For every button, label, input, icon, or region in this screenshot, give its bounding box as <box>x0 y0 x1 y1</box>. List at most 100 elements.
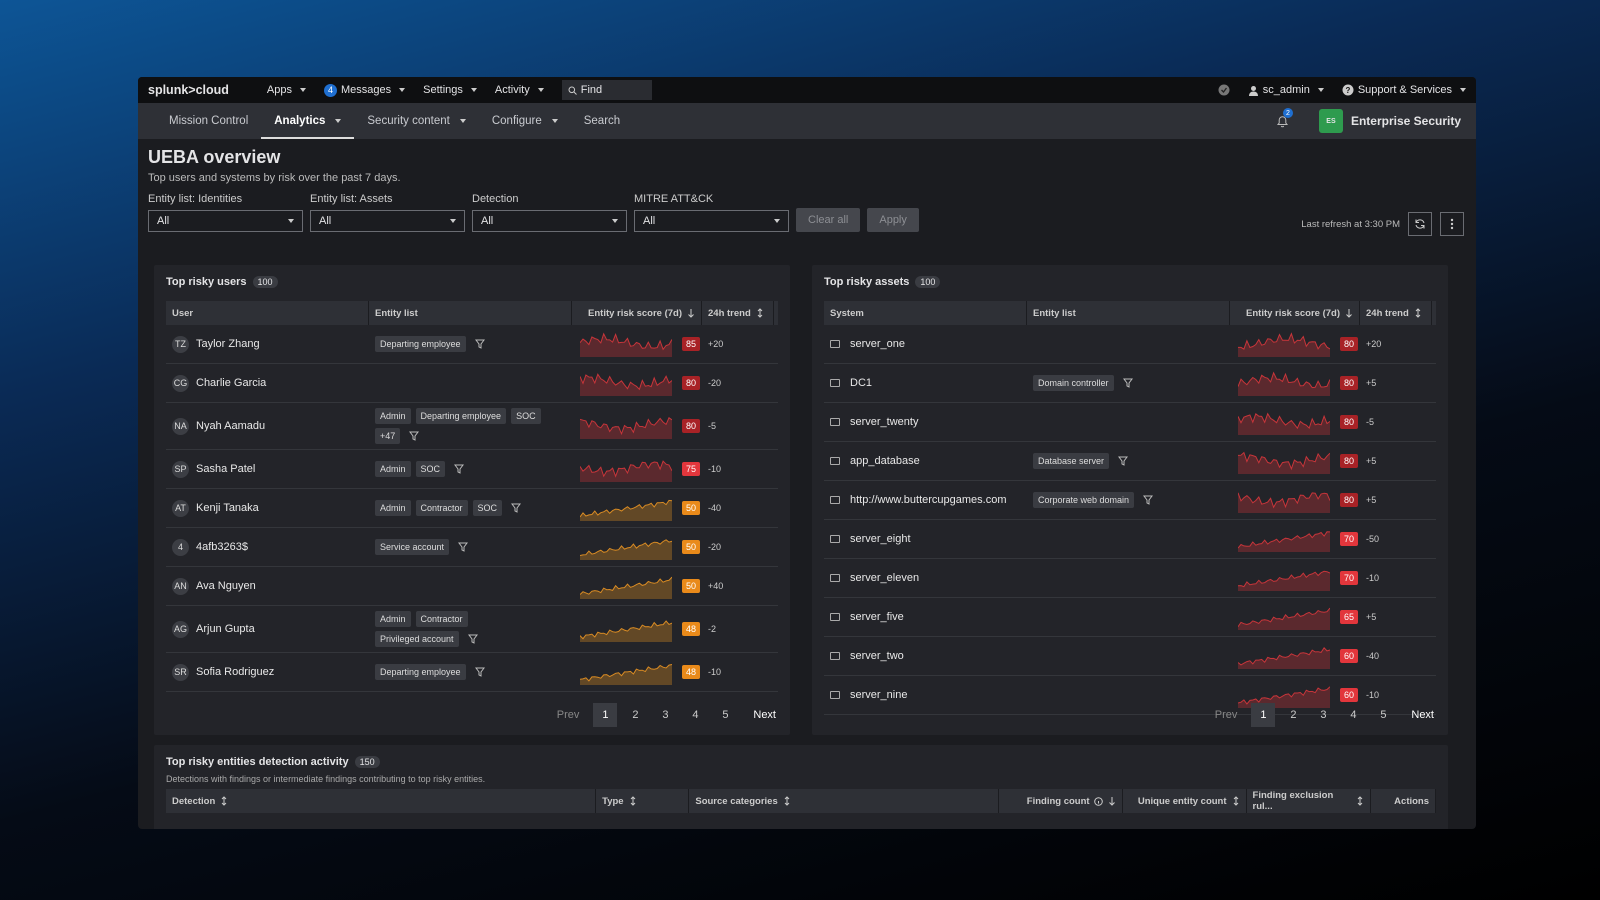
table-row[interactable]: AT Kenji Tanaka Admin Contractor SOC 50 -40 <box>166 489 778 528</box>
column-label: 24h trend <box>1366 307 1409 319</box>
nav-item[interactable]: Analytics <box>261 103 354 139</box>
menu[interactable]: Apps <box>267 84 306 96</box>
sort-icon <box>1415 308 1421 318</box>
table-row[interactable]: SR Sofia Rodriguez Departing employee 48 -10 <box>166 653 778 692</box>
caret <box>459 119 466 123</box>
pagination: Prev 1 2 3 4 5 Next <box>557 703 776 727</box>
column-header[interactable]: Finding count <box>999 789 1123 813</box>
cell: Departing employee <box>369 653 572 691</box>
page[interactable]: 3 <box>662 709 669 721</box>
nav-label: Security content <box>367 115 450 127</box>
column-header[interactable]: Finding exclusion rul... <box>1247 789 1371 813</box>
table-row[interactable]: server_eight 70 -50 <box>824 520 1436 559</box>
filter-icon <box>467 634 478 644</box>
table-row[interactable]: TZ Taylor Zhang Departing employee 85 +20 <box>166 325 778 364</box>
table-row[interactable]: server_twenty 80 -5 <box>824 403 1436 442</box>
tag: SOC <box>472 500 503 516</box>
column-header[interactable]: Unique entity count <box>1123 789 1247 813</box>
table-row[interactable]: AG Arjun Gupta Admin Contractor Privileged a… <box>166 606 778 653</box>
filter-select[interactable]: All <box>310 210 465 232</box>
notifications[interactable]: 2 <box>1276 108 1293 128</box>
avatar: AG <box>172 620 189 638</box>
table-row[interactable]: server_two 60 -40 <box>824 637 1436 676</box>
sort-icon <box>1108 797 1115 806</box>
table-row[interactable]: server_five 65 +5 <box>824 598 1436 637</box>
table-header: User Entity list Entity risk score (7d) 24h… <box>166 301 778 325</box>
caret <box>470 88 477 92</box>
system-icon <box>830 535 840 543</box>
avatar: AT <box>172 499 189 517</box>
page[interactable]: 1 <box>593 703 618 727</box>
page[interactable]: 4 <box>692 709 699 721</box>
column-header[interactable]: Entity risk score (7d) <box>1230 301 1360 325</box>
prev[interactable]: Prev <box>556 709 580 721</box>
support-menu[interactable]: ? Support & Services <box>1342 84 1466 96</box>
system-name: http://www.buttercupgames.com <box>850 494 1007 506</box>
page[interactable]: 4 <box>1350 709 1357 721</box>
table-row[interactable]: server_one 80 +20 <box>824 325 1436 364</box>
avatar: TZ <box>172 335 189 353</box>
table-row[interactable]: app_database Database server 80 +5 <box>824 442 1436 481</box>
table-row[interactable]: SP Sasha Patel Admin SOC 75 -10 <box>166 450 778 489</box>
column-header[interactable]: Type <box>596 789 690 813</box>
sparkline <box>580 460 672 482</box>
page[interactable]: 5 <box>722 709 729 721</box>
more-button[interactable] <box>1440 212 1464 236</box>
sparkline <box>580 620 672 642</box>
nav-item[interactable]: Security content <box>354 103 478 139</box>
tag: Service account <box>375 539 450 555</box>
column-header[interactable]: Source categories <box>689 789 999 813</box>
nav-item[interactable]: Search <box>571 103 633 139</box>
page[interactable]: 3 <box>1320 709 1327 721</box>
prev[interactable]: Prev <box>1214 709 1238 721</box>
sparkline <box>1238 531 1330 552</box>
next[interactable]: Next <box>753 709 776 721</box>
filter-select[interactable]: All <box>148 210 303 232</box>
column-label: Finding count <box>1026 795 1090 807</box>
table-row[interactable]: CG Charlie Garcia 80 -20 <box>166 364 778 403</box>
table-row[interactable]: server_nine 60 -10 <box>824 676 1436 715</box>
risk-score: 50 <box>682 540 700 554</box>
table-row[interactable]: http://www.buttercupgames.com Corporate w… <box>824 481 1436 520</box>
menu[interactable]: 4 Messages <box>324 83 406 97</box>
table-row[interactable]: AN Ava Nguyen 50 +40 <box>166 567 778 606</box>
clear-button[interactable]: Clear all <box>796 208 861 232</box>
filter-select[interactable]: All <box>634 210 789 232</box>
cell: server_eleven <box>824 559 1027 597</box>
column-header[interactable]: Entity risk score (7d) <box>572 301 702 325</box>
page[interactable]: 1 <box>1251 703 1276 727</box>
table-row[interactable]: NA Nyah Aamadu Admin Departing employee SOC +… <box>166 403 778 450</box>
info-icon <box>1093 796 1103 806</box>
system-icon <box>830 379 840 387</box>
next[interactable]: Next <box>1411 709 1434 721</box>
cell: NA Nyah Aamadu <box>166 403 369 449</box>
column-header[interactable]: 24h trend <box>1360 301 1432 325</box>
refresh-button[interactable] <box>1408 212 1432 236</box>
support-label: Support & Services <box>1357 84 1452 96</box>
find-box[interactable]: Find <box>561 80 652 100</box>
apply-button[interactable]: Apply <box>867 208 919 232</box>
menu[interactable]: Settings <box>423 84 477 96</box>
filter-value: All <box>481 215 494 227</box>
menu[interactable]: Activity <box>495 84 544 96</box>
page[interactable]: 5 <box>1380 709 1387 721</box>
filter-select[interactable]: All <box>472 210 627 232</box>
cell <box>1027 676 1230 714</box>
table-row[interactable]: 4 4afb3263$ Service account 50 -20 <box>166 528 778 567</box>
nav-item[interactable]: Mission Control <box>156 103 261 139</box>
risk-score: 70 <box>1340 532 1358 546</box>
column-header[interactable]: 24h trend <box>702 301 774 325</box>
trend: +5 <box>1366 456 1377 466</box>
risk-score: 70 <box>1340 571 1358 585</box>
table-row[interactable]: server_eleven 70 -10 <box>824 559 1436 598</box>
page[interactable]: 2 <box>632 709 639 721</box>
panel-title-text: Top risky entities detection activity <box>166 756 349 768</box>
nav-item[interactable]: Configure <box>479 103 571 139</box>
avatar: NA <box>172 417 189 435</box>
user-menu[interactable]: sc_admin <box>1248 84 1324 96</box>
page[interactable]: 2 <box>1290 709 1297 721</box>
column-header[interactable]: Detection <box>166 789 597 813</box>
caret <box>612 219 618 223</box>
table-row[interactable]: DC1 Domain controller 80 +5 <box>824 364 1436 403</box>
tags: Admin Contractor Privileged account <box>375 606 553 652</box>
